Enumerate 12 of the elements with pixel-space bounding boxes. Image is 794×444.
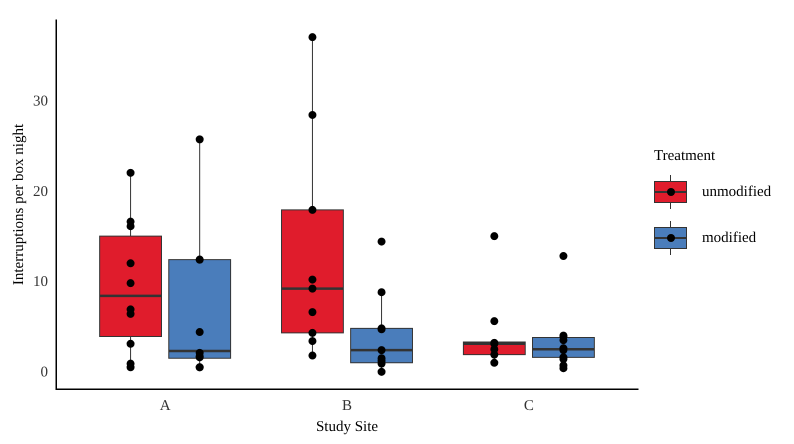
legend-label: unmodified xyxy=(702,184,772,200)
y-tick-label: 30 xyxy=(33,93,48,110)
x-tick-label: A xyxy=(160,398,171,414)
y-axis-title: Interruptions per box night xyxy=(10,123,27,286)
y-tick-label: 20 xyxy=(33,184,48,200)
y-tick-label: 0 xyxy=(40,364,48,381)
x-tick-label: B xyxy=(342,398,352,414)
legend-title: Treatment xyxy=(654,148,716,165)
y-tick-label: 10 xyxy=(33,274,48,290)
legend-label: modified xyxy=(702,230,756,246)
x-tick-label: C xyxy=(524,398,534,414)
x-axis-title: Study Site xyxy=(316,418,378,435)
